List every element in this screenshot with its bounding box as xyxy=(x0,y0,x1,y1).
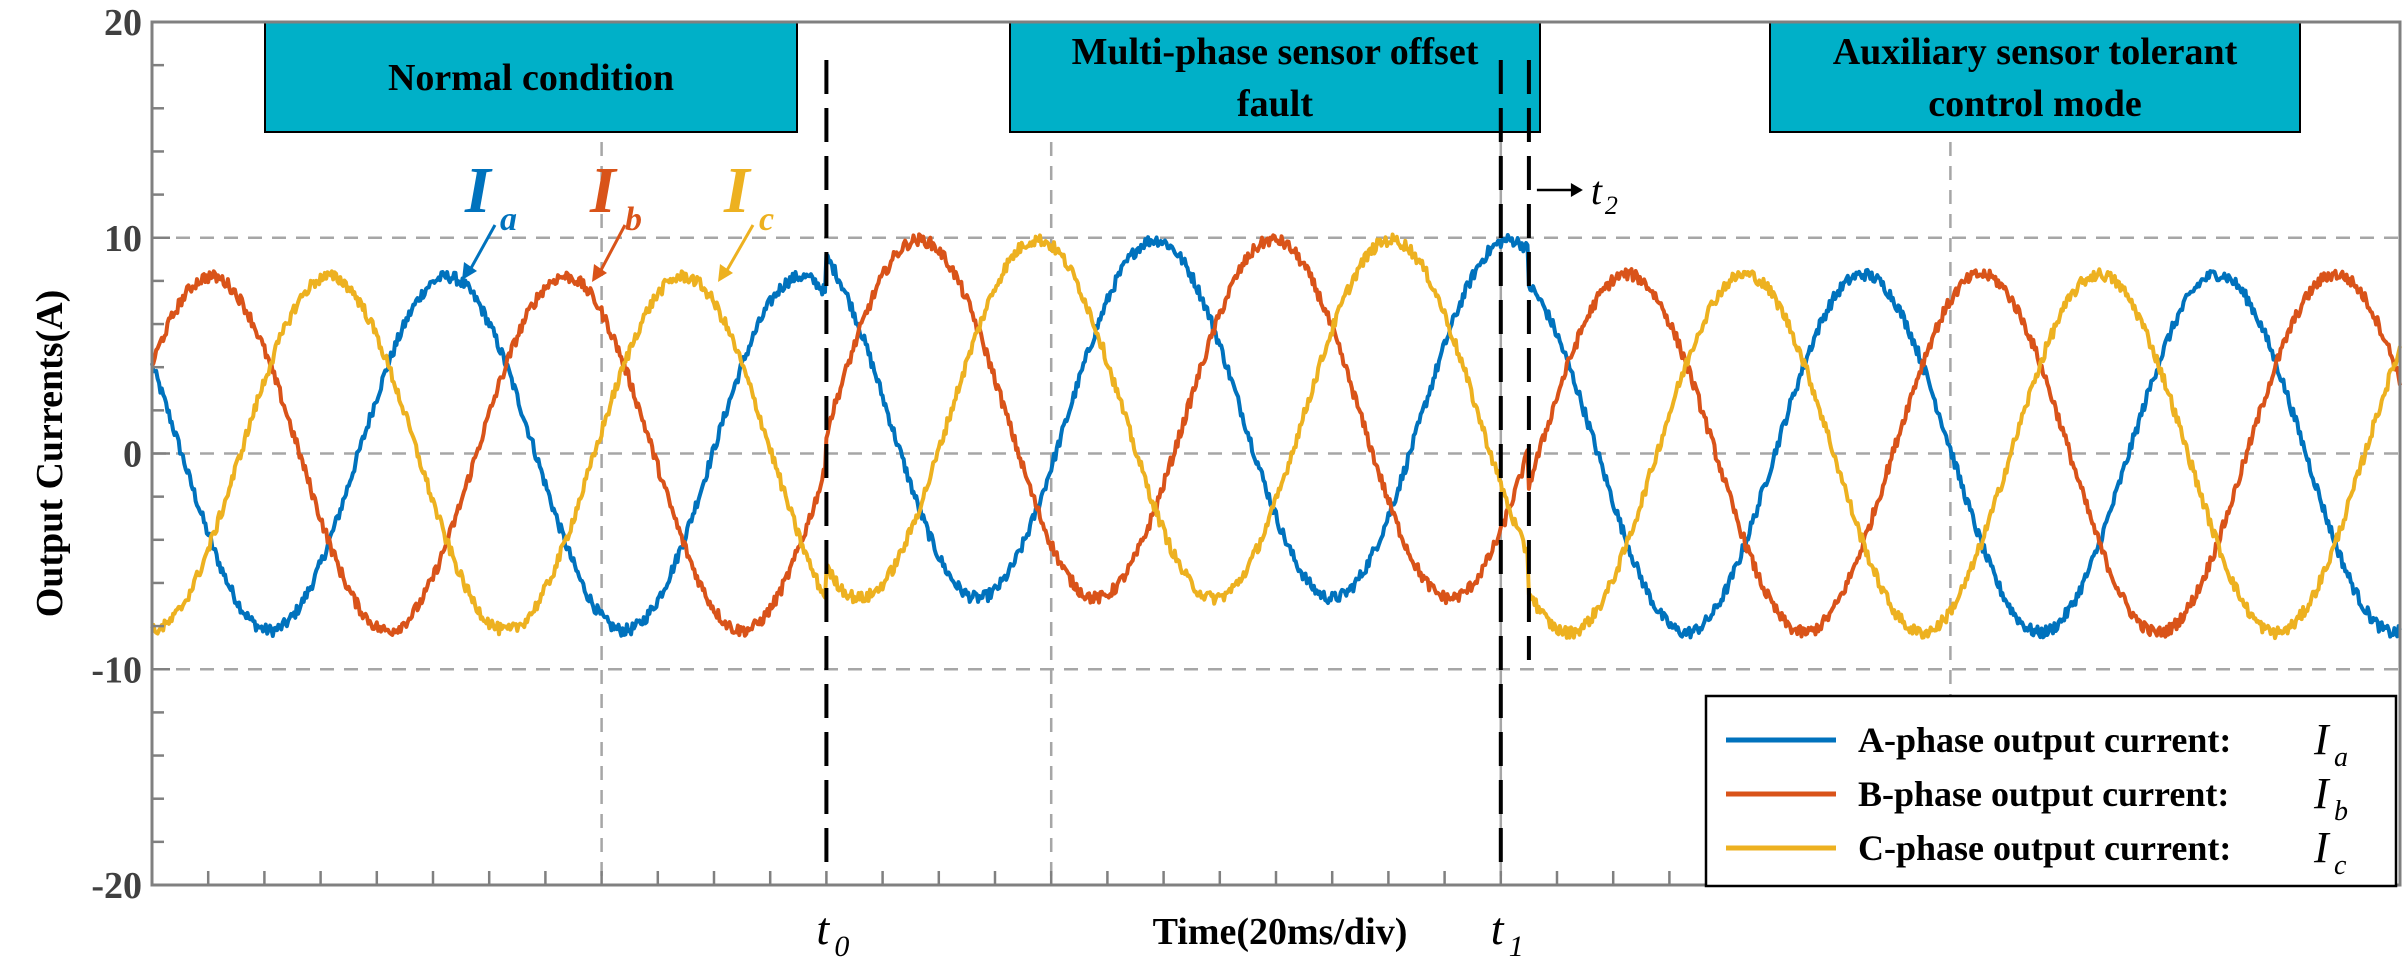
event-marker-sub: 2 xyxy=(1605,191,1618,220)
phase-annotation-sub: c xyxy=(759,201,774,238)
y-tick-label: 0 xyxy=(123,434,142,476)
region-banners: Normal condition Multi-phase sensor offse… xyxy=(264,21,2301,133)
legend-entry-symbol: I xyxy=(2313,715,2331,764)
phase-annotation-arrowhead xyxy=(592,264,607,282)
region-label: Multi-phase sensor offset xyxy=(1072,31,1479,73)
series-line-b xyxy=(150,232,2402,639)
phase-annotation-arrow xyxy=(724,224,755,273)
series-line-c xyxy=(150,232,2402,641)
y-tick-label: 20 xyxy=(104,2,142,44)
grid xyxy=(152,22,2400,885)
phase-annotation-symbol: I xyxy=(723,154,752,227)
axes: 20 10 0 -10 -20 Output Currents(A) Time(20ms/d… xyxy=(29,2,2402,953)
event-marker-label: t xyxy=(1591,168,1603,213)
legend-entry-label: B-phase output current: xyxy=(1858,774,2229,814)
phase-annotation-symbol: I xyxy=(464,154,493,227)
phase-annotation-arrow xyxy=(468,224,497,271)
phase-annotation-sub: a xyxy=(500,201,517,238)
series-line-a xyxy=(150,233,2402,640)
y-axis-label: Output Currents(A) xyxy=(29,290,71,618)
region-banner xyxy=(264,21,798,133)
phase-annotation-symbol: I xyxy=(589,154,618,227)
region-label: fault xyxy=(1237,83,1313,125)
series-lines xyxy=(150,232,2402,641)
event-marker-label: t xyxy=(1491,903,1505,954)
y-tick-label: -20 xyxy=(91,865,142,907)
legend-entry-label: C-phase output current: xyxy=(1858,828,2231,868)
x-axis-label: Time(20ms/div) xyxy=(1153,911,1408,953)
region-label: control mode xyxy=(1928,83,2142,125)
legend-entry-symbol: I xyxy=(2313,823,2331,872)
region-label: Normal condition xyxy=(388,57,674,99)
arrow-head xyxy=(1570,183,1583,197)
legend-entry-sub: c xyxy=(2334,850,2347,881)
phase-annotation-arrow xyxy=(598,224,627,273)
phase-annotation-arrowhead xyxy=(462,262,477,280)
phase-annotation-sub: b xyxy=(625,201,642,238)
region-banner xyxy=(1009,21,1541,133)
event-marker-sub: 1 xyxy=(1509,930,1524,963)
legend-box xyxy=(1704,694,2398,888)
legend-entry-sub: b xyxy=(2334,796,2348,827)
event-marker-sub: 0 xyxy=(834,930,849,963)
y-tick-label: -10 xyxy=(91,649,142,691)
region-label: Auxiliary sensor tolerant xyxy=(1833,31,2238,73)
y-tick-label: 10 xyxy=(104,218,142,260)
event-markers: t 0 t 1t 2 xyxy=(816,60,1618,963)
phase-annotation-arrowhead xyxy=(718,264,733,282)
legend-entry-symbol: I xyxy=(2313,769,2331,818)
event-marker-label: t xyxy=(816,903,830,954)
legend-entry-sub: a xyxy=(2334,742,2348,773)
legend-entry-label: A-phase output current: xyxy=(1858,720,2231,760)
